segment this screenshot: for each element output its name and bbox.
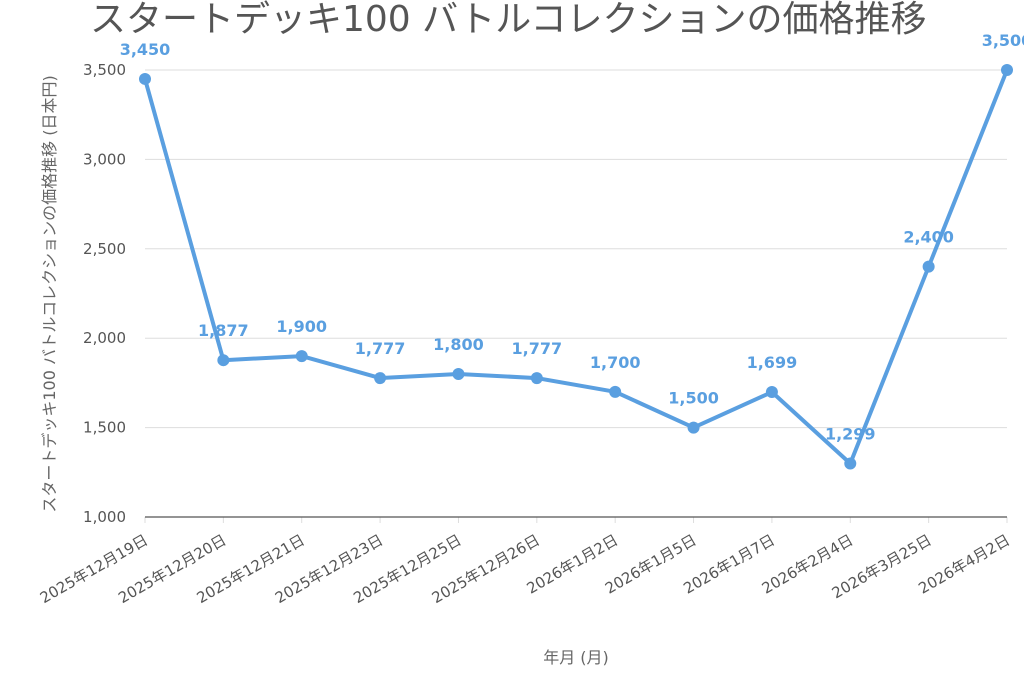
y-tick-label: 1,500 [83,419,126,437]
series-line [143,69,1009,466]
data-label: 1,777 [512,339,563,358]
x-axis-ticks: 2025年12月19日2025年12月20日2025年12月21日2025年12… [37,517,1013,607]
y-axis-ticks: 1,000 1,500 2,000 2,500 3,000 3,500 [83,61,126,526]
data-label: 3,450 [120,40,171,59]
y-tick-label: 1,000 [83,508,126,526]
data-label: 1,500 [668,389,719,408]
data-point [922,260,935,273]
data-point [217,354,230,367]
data-label: 1,699 [747,353,798,372]
data-label: 3,500 [982,31,1024,50]
data-label: 1,800 [433,335,484,354]
data-point [609,385,622,398]
data-point [530,372,543,385]
y-tick-label: 2,500 [83,240,126,258]
data-point [1001,64,1013,76]
data-point [295,350,308,363]
x-axis-title: 年月 (月) [543,648,609,667]
data-point [844,457,857,470]
data-label: 1,877 [198,321,249,340]
data-point [687,421,700,434]
data-label: 1,299 [825,425,876,444]
data-label: 2,400 [903,228,954,247]
y-tick-label: 3,000 [83,150,126,168]
data-point [374,372,387,385]
data-labels: 3,450 1,877 1,900 1,777 1,800 1,777 1,700 1,500… [120,31,1024,444]
data-label: 1,777 [355,339,406,358]
data-label: 1,900 [276,317,327,336]
data-point [139,72,151,85]
chart-title: スタートデッキ100 バトルコレクションの価格推移 [90,0,927,40]
y-tick-label: 2,000 [83,329,126,347]
y-tick-label: 3,500 [83,61,126,79]
data-label: 1,700 [590,353,641,372]
data-point [452,367,465,380]
y-axis-title: スタートデッキ100 バトルコレクションの価格推移 (日本円) [40,75,59,512]
gridlines [145,69,1007,429]
data-point [765,386,778,399]
data-points [139,64,1013,470]
